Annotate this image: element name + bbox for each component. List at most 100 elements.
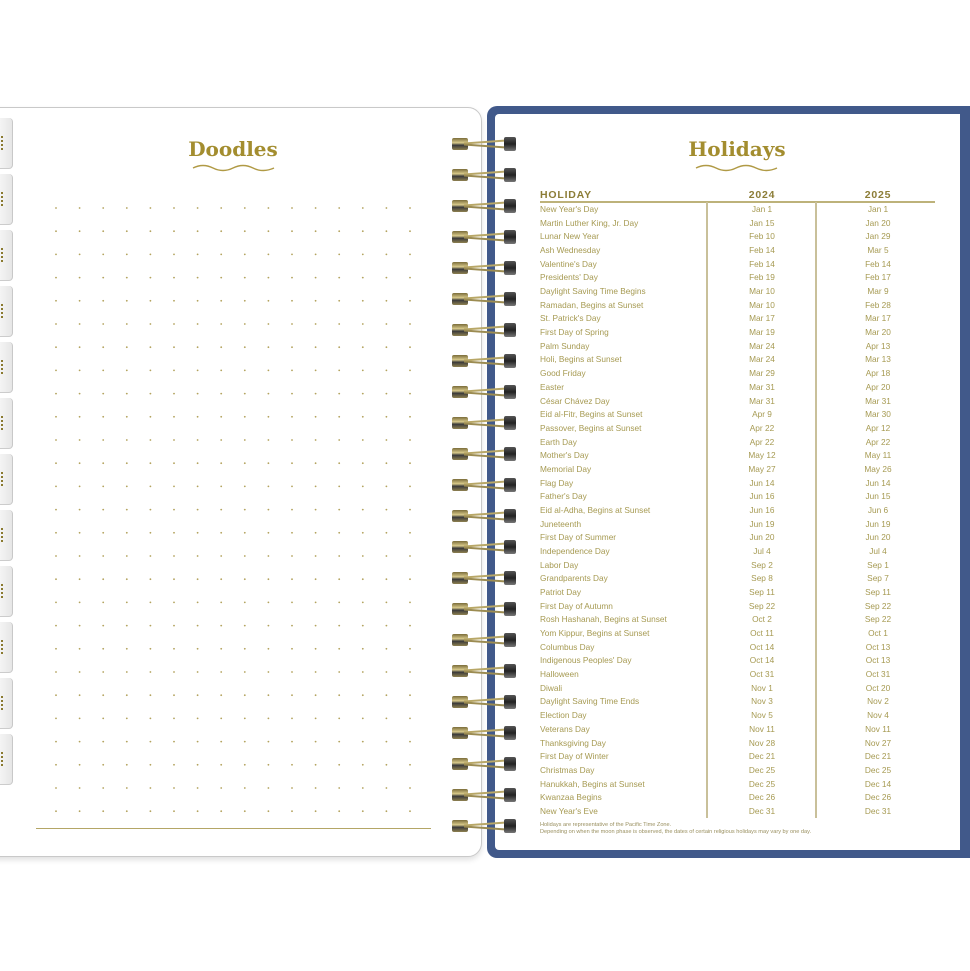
month-tab[interactable] bbox=[0, 566, 13, 617]
month-tab[interactable] bbox=[0, 174, 13, 225]
grid-dot bbox=[361, 647, 364, 650]
grid-dot bbox=[243, 323, 246, 325]
month-tab[interactable] bbox=[0, 342, 13, 393]
month-tab[interactable] bbox=[0, 230, 13, 281]
grid-dot bbox=[361, 253, 364, 256]
month-tab[interactable] bbox=[0, 734, 13, 785]
date-2024: Apr 22 bbox=[749, 436, 775, 447]
date-2025: Dec 31 bbox=[864, 805, 892, 816]
holiday-name: Thanksgiving Day bbox=[540, 737, 606, 748]
spiral-ring bbox=[452, 818, 516, 834]
grid-dot bbox=[291, 439, 293, 441]
grid-dot bbox=[78, 415, 81, 418]
grid-dot bbox=[173, 624, 175, 627]
grid-dot bbox=[125, 462, 128, 465]
grid-dot bbox=[125, 276, 128, 279]
grid-dot bbox=[149, 253, 152, 256]
date-2024: Dec 31 bbox=[748, 805, 776, 816]
grid-dot bbox=[173, 508, 175, 511]
grid-dot bbox=[314, 555, 317, 557]
grid-dot bbox=[385, 369, 388, 372]
month-tab[interactable] bbox=[0, 398, 13, 449]
holiday-name: Diwali bbox=[540, 682, 563, 693]
grid-dot bbox=[102, 647, 105, 650]
squiggle-ornament bbox=[695, 164, 778, 172]
month-tab[interactable] bbox=[0, 286, 13, 337]
table-row: Indigenous Peoples' Day Oct 14 Oct 13 bbox=[540, 655, 935, 668]
grid-dot bbox=[361, 810, 364, 813]
grid-dot bbox=[385, 624, 388, 627]
holiday-name: Daylight Saving Time Ends bbox=[540, 696, 640, 707]
grid-dot bbox=[196, 555, 199, 557]
grid-dot bbox=[314, 508, 317, 511]
grid-dot bbox=[361, 531, 364, 534]
grid-dot bbox=[409, 485, 411, 488]
date-2025: Oct 31 bbox=[865, 669, 891, 680]
date-2025: Oct 13 bbox=[865, 641, 891, 652]
grid-dot bbox=[173, 276, 175, 279]
date-2025: Sep 7 bbox=[867, 573, 889, 584]
grid-dot bbox=[78, 717, 81, 720]
dot-grid bbox=[55, 207, 411, 813]
grid-dot bbox=[220, 810, 223, 813]
grid-dot bbox=[55, 763, 57, 766]
grid-dot bbox=[196, 624, 199, 627]
grid-dot bbox=[125, 392, 128, 395]
holiday-name: César Chávez Day bbox=[540, 395, 610, 406]
grid-dot bbox=[102, 555, 105, 557]
date-2024: Mar 24 bbox=[749, 340, 775, 351]
month-tab[interactable] bbox=[0, 622, 13, 673]
grid-dot bbox=[173, 299, 175, 302]
grid-dot bbox=[291, 555, 293, 557]
grid-dot bbox=[102, 485, 105, 488]
spiral-ring bbox=[452, 322, 516, 338]
spiral-ring bbox=[452, 663, 516, 679]
grid-dot bbox=[267, 485, 270, 488]
grid-dot bbox=[102, 230, 105, 233]
spiral-ring bbox=[452, 260, 516, 276]
grid-dot bbox=[220, 763, 223, 766]
grid-dot bbox=[55, 369, 57, 372]
grid-dot bbox=[196, 323, 199, 325]
grid-dot bbox=[314, 207, 317, 209]
holiday-name: Palm Sunday bbox=[540, 340, 590, 351]
grid-dot bbox=[55, 207, 57, 209]
grid-dot bbox=[243, 253, 246, 256]
grid-dot bbox=[314, 462, 317, 465]
month-tab[interactable] bbox=[0, 510, 13, 561]
grid-dot bbox=[78, 694, 81, 697]
column-header-2024: 2024 bbox=[748, 189, 776, 201]
month-tab[interactable] bbox=[0, 118, 13, 169]
holiday-name: Hanukkah, Begins at Sunset bbox=[540, 778, 645, 789]
holiday-name: Ramadan, Begins at Sunset bbox=[540, 299, 644, 310]
spiral-ring bbox=[452, 756, 516, 772]
grid-dot bbox=[196, 531, 199, 534]
date-2024: Apr 22 bbox=[749, 422, 775, 433]
grid-dot bbox=[243, 787, 246, 789]
grid-dot bbox=[196, 369, 199, 372]
date-2024: Feb 14 bbox=[749, 245, 775, 256]
grid-dot bbox=[102, 276, 105, 279]
table-row: Grandparents Day Sep 8 Sep 7 bbox=[540, 573, 935, 586]
grid-dot bbox=[125, 369, 128, 372]
month-tab[interactable] bbox=[0, 454, 13, 505]
grid-dot bbox=[338, 207, 341, 209]
grid-dot bbox=[78, 392, 81, 395]
grid-dot bbox=[55, 740, 57, 743]
grid-dot bbox=[220, 415, 223, 418]
date-2025: Sep 22 bbox=[864, 614, 892, 625]
grid-dot bbox=[361, 207, 364, 209]
date-2025: Dec 14 bbox=[864, 778, 892, 789]
grid-dot bbox=[102, 740, 105, 743]
date-2025: Nov 27 bbox=[864, 737, 892, 748]
month-tab[interactable] bbox=[0, 678, 13, 729]
table-row: Halloween Oct 31 Oct 31 bbox=[540, 669, 935, 682]
grid-dot bbox=[78, 601, 81, 604]
spiral-ring bbox=[452, 632, 516, 648]
grid-dot bbox=[55, 787, 57, 789]
date-2025: Feb 17 bbox=[865, 272, 891, 283]
grid-dot bbox=[267, 415, 270, 418]
grid-dot bbox=[361, 276, 364, 279]
grid-dot bbox=[243, 763, 246, 766]
spiral-ring bbox=[452, 539, 516, 555]
